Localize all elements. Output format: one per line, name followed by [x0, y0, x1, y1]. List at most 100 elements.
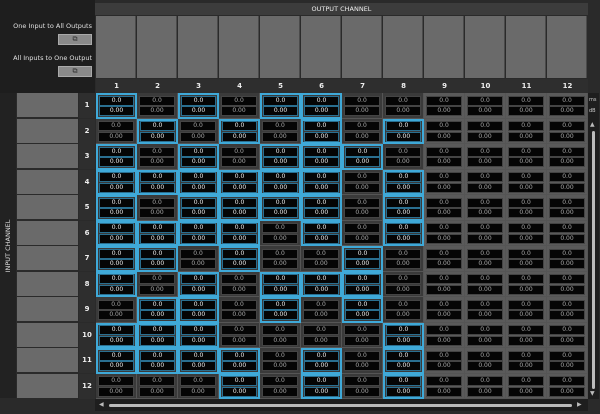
gain-field[interactable]: 0.00: [385, 106, 421, 116]
crosspoint-cell[interactable]: 0.0 0.00: [301, 220, 342, 246]
gain-field[interactable]: 0.00: [345, 284, 380, 295]
gain-field[interactable]: 0.00: [263, 310, 298, 320]
output-channel-name[interactable]: [465, 16, 505, 78]
delay-field[interactable]: 0.0: [549, 274, 585, 284]
gain-field[interactable]: 0.00: [467, 259, 503, 269]
delay-field[interactable]: 0.0: [263, 95, 298, 106]
delay-field[interactable]: 0.0: [549, 299, 585, 310]
gain-field[interactable]: 0.00: [467, 182, 503, 193]
crosspoint-cell[interactable]: 0.0 0.00: [219, 271, 260, 297]
gain-field[interactable]: 0.00: [180, 131, 216, 142]
gain-field[interactable]: 0.00: [98, 386, 134, 397]
delay-field[interactable]: 0.0: [345, 274, 380, 284]
crosspoint-cell[interactable]: 0.0 0.00: [96, 348, 137, 374]
delay-field[interactable]: 0.0: [140, 223, 175, 233]
delay-field[interactable]: 0.0: [345, 248, 380, 259]
crosspoint-cell[interactable]: 0.0 0.00: [219, 220, 260, 246]
delay-field[interactable]: 0.0: [426, 248, 462, 259]
scroll-up-icon[interactable]: ▲: [590, 121, 595, 128]
delay-field[interactable]: 0.0: [222, 350, 257, 361]
delay-field[interactable]: 0.0: [262, 223, 298, 233]
gain-field[interactable]: 0.00: [99, 157, 134, 167]
delay-field[interactable]: 0.0: [140, 172, 175, 182]
gain-field[interactable]: 0.00: [345, 310, 380, 320]
output-channel-name[interactable]: [383, 16, 423, 78]
delay-field[interactable]: 0.0: [140, 121, 175, 131]
crosspoint-cell[interactable]: 0.0 0.00: [219, 373, 260, 399]
gain-field[interactable]: 0.00: [426, 157, 462, 167]
crosspoint-cell[interactable]: 0.0 0.00: [424, 271, 465, 297]
delay-field[interactable]: 0.0: [467, 274, 503, 284]
gain-field[interactable]: 0.00: [263, 157, 298, 167]
gain-field[interactable]: 0.00: [263, 284, 298, 295]
input-channel-name[interactable]: [17, 246, 78, 270]
gain-field[interactable]: 0.00: [181, 335, 216, 346]
gain-field[interactable]: 0.00: [139, 284, 175, 295]
delay-field[interactable]: 0.0: [221, 299, 257, 310]
gain-field[interactable]: 0.00: [304, 157, 339, 167]
crosspoint-cell[interactable]: 0.0 0.00: [506, 93, 547, 119]
output-channel-name[interactable]: [219, 16, 259, 78]
gain-field[interactable]: 0.00: [180, 259, 216, 269]
gain-field[interactable]: 0.00: [262, 386, 298, 397]
gain-field[interactable]: 0.00: [181, 361, 216, 371]
delay-field[interactable]: 0.0: [426, 172, 462, 182]
input-channel-name[interactable]: [17, 195, 78, 219]
gain-field[interactable]: 0.00: [222, 386, 257, 397]
gain-field[interactable]: 0.00: [304, 386, 339, 397]
delay-field[interactable]: 0.0: [386, 121, 421, 131]
gain-field[interactable]: 0.00: [426, 335, 462, 346]
delay-field[interactable]: 0.0: [508, 95, 544, 106]
crosspoint-cell[interactable]: 0.0 0.00: [383, 373, 424, 399]
gain-field[interactable]: 0.00: [99, 259, 134, 269]
delay-field[interactable]: 0.0: [344, 223, 380, 233]
crosspoint-cell[interactable]: 0.0 0.00: [424, 348, 465, 374]
delay-field[interactable]: 0.0: [345, 146, 380, 157]
crosspoint-cell[interactable]: 0.0 0.00: [219, 93, 260, 119]
delay-field[interactable]: 0.0: [549, 197, 585, 208]
gain-field[interactable]: 0.00: [221, 310, 257, 320]
crosspoint-cell[interactable]: 0.0 0.00: [219, 169, 260, 195]
gain-field[interactable]: 0.00: [222, 131, 257, 142]
gain-field[interactable]: 0.00: [140, 233, 175, 244]
crosspoint-cell[interactable]: 0.0 0.00: [506, 144, 547, 170]
delay-field[interactable]: 0.0: [181, 95, 216, 106]
delay-field[interactable]: 0.0: [386, 325, 421, 335]
gain-field[interactable]: 0.00: [304, 182, 339, 193]
delay-field[interactable]: 0.0: [467, 376, 503, 386]
crosspoint-cell[interactable]: 0.0 0.00: [547, 118, 588, 144]
gain-field[interactable]: 0.00: [304, 131, 339, 142]
delay-field[interactable]: 0.0: [262, 325, 298, 335]
crosspoint-cell[interactable]: 0.0 0.00: [260, 373, 301, 399]
crosspoint-cell[interactable]: 0.0 0.00: [383, 297, 424, 323]
delay-field[interactable]: 0.0: [508, 121, 544, 131]
crosspoint-cell[interactable]: 0.0 0.00: [137, 93, 178, 119]
delay-field[interactable]: 0.0: [467, 121, 503, 131]
gain-field[interactable]: 0.00: [467, 233, 503, 244]
gain-field[interactable]: 0.00: [344, 335, 380, 346]
gain-field[interactable]: 0.00: [549, 157, 585, 167]
crosspoint-cell[interactable]: 0.0 0.00: [137, 322, 178, 348]
crosspoint-cell[interactable]: 0.0 0.00: [178, 246, 219, 272]
gain-field[interactable]: 0.00: [549, 284, 585, 295]
gain-field[interactable]: 0.00: [344, 182, 380, 193]
delay-field[interactable]: 0.0: [549, 95, 585, 106]
crosspoint-cell[interactable]: 0.0 0.00: [342, 373, 383, 399]
delay-field[interactable]: 0.0: [508, 376, 544, 386]
delay-field[interactable]: 0.0: [549, 121, 585, 131]
delay-field[interactable]: 0.0: [139, 197, 175, 208]
delay-field[interactable]: 0.0: [140, 350, 175, 361]
delay-field[interactable]: 0.0: [262, 121, 298, 131]
gain-field[interactable]: 0.00: [303, 310, 339, 320]
delay-field[interactable]: 0.0: [99, 197, 134, 208]
gain-field[interactable]: 0.00: [386, 361, 421, 371]
gain-field[interactable]: 0.00: [426, 106, 462, 116]
crosspoint-cell[interactable]: 0.0 0.00: [506, 322, 547, 348]
crosspoint-cell[interactable]: 0.0 0.00: [301, 93, 342, 119]
output-channel-name[interactable]: [547, 16, 587, 78]
gain-field[interactable]: 0.00: [140, 259, 175, 269]
crosspoint-cell[interactable]: 0.0 0.00: [260, 118, 301, 144]
gain-field[interactable]: 0.00: [181, 284, 216, 295]
gain-field[interactable]: 0.00: [139, 157, 175, 167]
crosspoint-cell[interactable]: 0.0 0.00: [383, 93, 424, 119]
